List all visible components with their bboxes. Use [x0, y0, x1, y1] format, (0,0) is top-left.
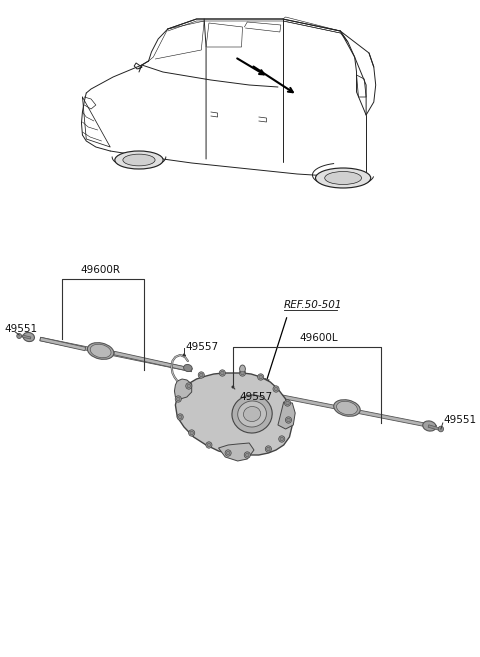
Text: 49551: 49551: [5, 324, 38, 334]
Ellipse shape: [90, 344, 111, 358]
Circle shape: [190, 431, 193, 435]
Circle shape: [187, 384, 191, 388]
Circle shape: [280, 437, 284, 441]
Circle shape: [186, 383, 192, 389]
Polygon shape: [40, 337, 85, 351]
Circle shape: [258, 374, 264, 380]
Circle shape: [227, 451, 230, 455]
Text: 49600L: 49600L: [299, 333, 337, 343]
Ellipse shape: [238, 401, 266, 427]
Circle shape: [189, 430, 195, 436]
Circle shape: [286, 417, 291, 423]
Ellipse shape: [232, 395, 272, 433]
Circle shape: [231, 386, 234, 388]
Ellipse shape: [115, 151, 163, 169]
Ellipse shape: [23, 332, 35, 342]
Ellipse shape: [336, 401, 358, 415]
Ellipse shape: [240, 365, 245, 373]
Polygon shape: [40, 337, 192, 372]
Circle shape: [179, 415, 182, 419]
Circle shape: [286, 401, 289, 405]
Polygon shape: [218, 443, 254, 461]
Polygon shape: [428, 425, 439, 430]
Circle shape: [200, 373, 203, 377]
Ellipse shape: [315, 168, 371, 188]
Text: REF.50-501: REF.50-501: [284, 300, 342, 310]
Polygon shape: [278, 402, 295, 429]
Circle shape: [219, 370, 226, 376]
Circle shape: [175, 396, 181, 402]
Circle shape: [207, 443, 211, 447]
Text: 49600R: 49600R: [81, 265, 120, 275]
Circle shape: [241, 371, 244, 374]
Circle shape: [265, 446, 271, 452]
Circle shape: [225, 450, 231, 456]
Ellipse shape: [423, 421, 436, 431]
Circle shape: [438, 426, 444, 432]
Circle shape: [287, 419, 290, 422]
Circle shape: [246, 453, 249, 457]
Circle shape: [206, 442, 212, 448]
Polygon shape: [233, 385, 436, 429]
Circle shape: [182, 353, 185, 357]
Circle shape: [285, 400, 290, 406]
Text: 49557: 49557: [240, 392, 273, 402]
Polygon shape: [22, 335, 31, 339]
Circle shape: [240, 370, 246, 376]
Circle shape: [17, 334, 22, 338]
Ellipse shape: [87, 343, 114, 359]
Circle shape: [259, 375, 263, 379]
Text: 49551: 49551: [444, 415, 477, 425]
Circle shape: [279, 436, 285, 442]
Circle shape: [198, 372, 204, 378]
Ellipse shape: [123, 154, 155, 166]
Polygon shape: [175, 373, 292, 455]
Circle shape: [244, 452, 251, 458]
Text: 49557: 49557: [185, 342, 218, 352]
Ellipse shape: [334, 399, 360, 417]
Ellipse shape: [228, 382, 237, 390]
Circle shape: [274, 387, 278, 391]
Circle shape: [221, 371, 224, 374]
Ellipse shape: [243, 407, 261, 422]
Polygon shape: [114, 351, 192, 372]
Polygon shape: [174, 379, 192, 399]
Ellipse shape: [183, 365, 192, 372]
Circle shape: [266, 447, 270, 451]
Circle shape: [177, 414, 183, 420]
Circle shape: [273, 386, 279, 392]
Ellipse shape: [324, 171, 361, 185]
Circle shape: [177, 397, 180, 401]
